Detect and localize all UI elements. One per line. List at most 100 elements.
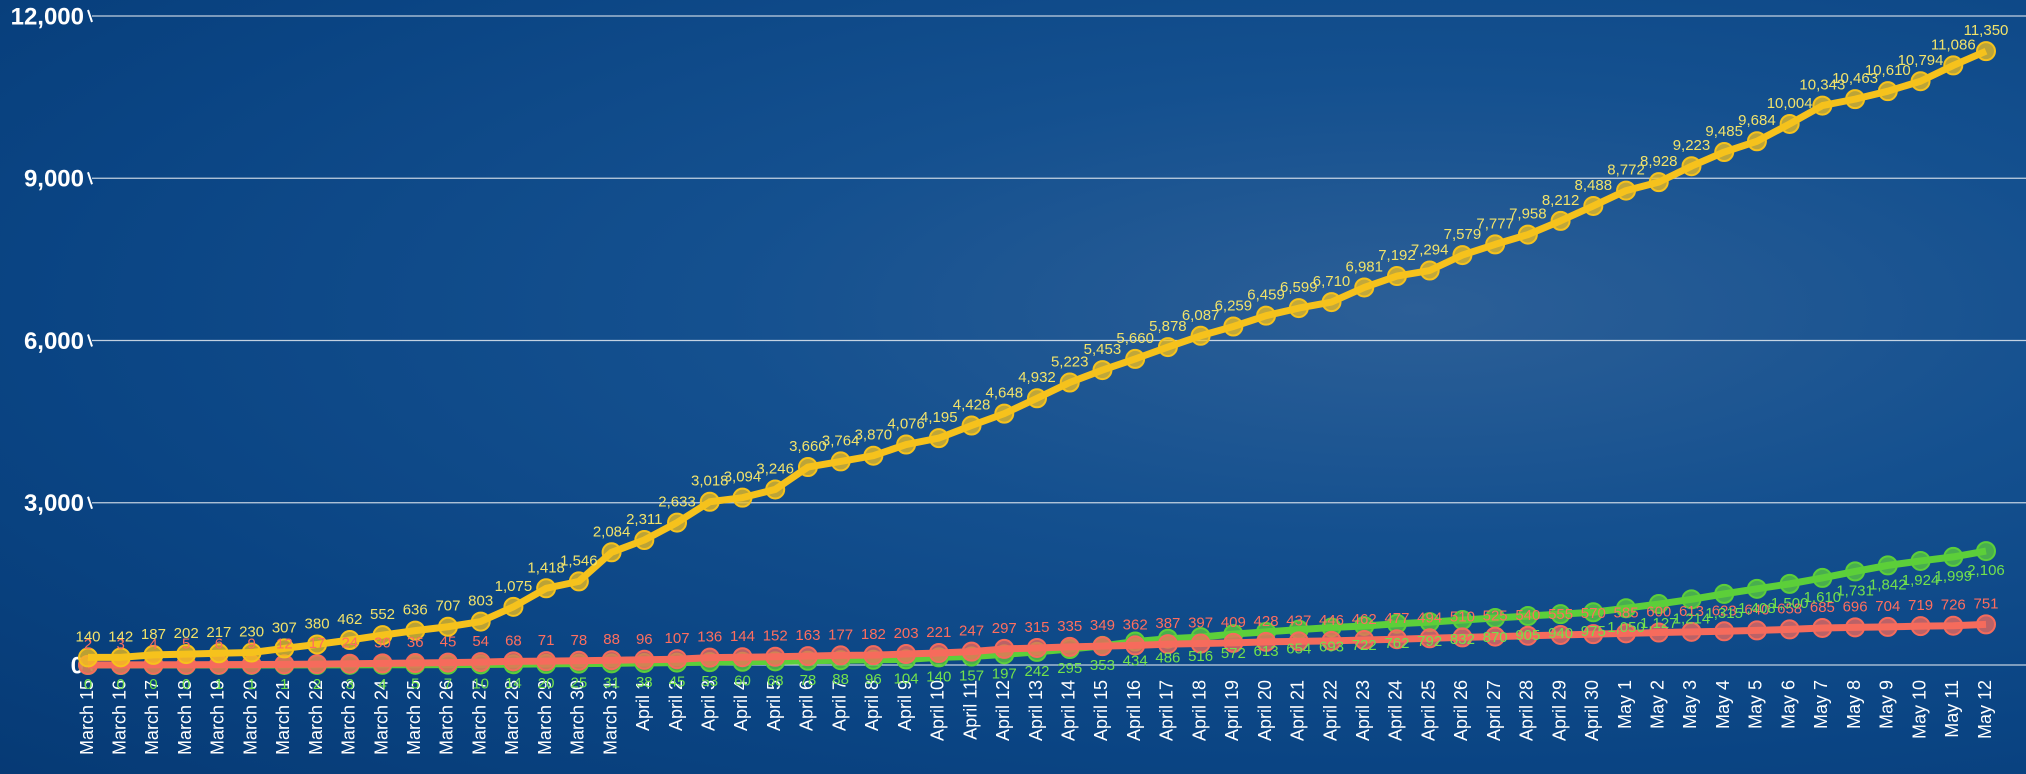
data-point — [1092, 636, 1113, 657]
data-label: 3 — [346, 676, 354, 693]
data-point — [1485, 234, 1506, 255]
data-label: 5 — [411, 676, 419, 693]
data-point — [601, 650, 622, 671]
data-point — [1714, 142, 1735, 163]
x-tick-label: March 30 — [568, 680, 588, 755]
data-label: 197 — [992, 665, 1017, 682]
data-label: 152 — [763, 628, 788, 645]
data-label: 71 — [538, 632, 555, 649]
data-label: 1,214 — [1673, 610, 1711, 627]
x-tick-label: April 12 — [993, 680, 1013, 741]
data-label: 6,259 — [1215, 297, 1253, 314]
data-point — [1976, 541, 1996, 562]
data-label: 870 — [1483, 629, 1508, 646]
data-label: 477 — [1384, 610, 1409, 627]
data-point — [928, 643, 949, 664]
data-label: 5,223 — [1051, 353, 1089, 370]
x-tick-label: April 16 — [1124, 680, 1144, 741]
data-label: 1,127 — [1640, 615, 1678, 632]
data-point — [1681, 156, 1702, 177]
data-label: 803 — [468, 593, 493, 610]
data-label: 905 — [1515, 627, 1540, 644]
data-point — [1321, 292, 1342, 313]
data-label: 45 — [440, 634, 457, 651]
data-label: 9,684 — [1738, 112, 1776, 129]
x-tick-label: April 27 — [1484, 680, 1504, 741]
data-label: 2 — [313, 676, 321, 693]
data-point — [1583, 195, 1604, 216]
x-tick-label: April 13 — [1026, 680, 1046, 741]
data-label: 975 — [1581, 623, 1606, 640]
data-point — [1910, 616, 1931, 637]
x-tick-label: May 7 — [1811, 680, 1831, 729]
data-label: 11,350 — [1964, 22, 2009, 39]
x-tick-label: May 11 — [1942, 680, 1962, 738]
data-label: 5,453 — [1084, 341, 1122, 358]
y-tick-mark — [87, 9, 93, 23]
data-point — [1779, 113, 1800, 134]
data-point — [1812, 95, 1833, 116]
x-tick-label: April 4 — [731, 680, 751, 731]
data-label: 1,050 — [1607, 619, 1645, 636]
data-label: 78 — [800, 672, 817, 689]
data-point — [372, 653, 393, 674]
data-point — [143, 644, 164, 665]
data-point — [1517, 625, 1538, 646]
data-point — [1648, 594, 1669, 615]
data-label: 6,599 — [1280, 279, 1318, 296]
data-point — [536, 651, 557, 672]
data-label: 640 — [1744, 601, 1769, 618]
data-point — [1419, 628, 1440, 649]
x-tick-label: March 19 — [208, 680, 228, 755]
data-label: 8,772 — [1607, 162, 1645, 179]
data-label: 696 — [1843, 598, 1868, 615]
x-tick-label: April 26 — [1451, 680, 1471, 741]
y-tick-label: 6,000 — [24, 328, 84, 355]
data-label: 658 — [1777, 600, 1802, 617]
data-label: 1,731 — [1836, 582, 1874, 599]
data-label: 0 — [84, 676, 92, 693]
data-point — [1812, 567, 1833, 588]
data-point — [1681, 589, 1702, 610]
data-point — [830, 451, 851, 472]
data-point — [1714, 583, 1735, 604]
data-label: 685 — [1810, 599, 1835, 616]
data-point — [1190, 325, 1211, 346]
data-point — [78, 647, 98, 668]
data-point — [437, 652, 458, 673]
data-label: 335 — [1057, 618, 1082, 635]
x-tick-label: April 14 — [1058, 680, 1078, 741]
data-label: 6,710 — [1313, 273, 1351, 290]
x-tick-label: March 17 — [142, 680, 162, 755]
data-point — [699, 491, 720, 512]
data-label: 510 — [1450, 608, 1475, 625]
data-label: 3,094 — [724, 469, 762, 486]
data-point — [1779, 573, 1800, 594]
data-label: 2,311 — [626, 511, 662, 528]
data-label: 7 — [444, 676, 452, 693]
data-label: 3,764 — [822, 432, 860, 449]
data-point — [405, 620, 426, 641]
data-point — [1943, 615, 1964, 636]
data-point — [1877, 555, 1898, 576]
data-point — [1288, 298, 1309, 319]
data-label: 140 — [75, 628, 100, 645]
data-point — [1910, 71, 1931, 92]
data-label: 446 — [1319, 612, 1344, 629]
data-point — [1976, 614, 1996, 635]
data-label: 60 — [734, 673, 751, 690]
x-tick-label: May 8 — [1844, 680, 1864, 729]
data-label: 1 — [247, 676, 255, 693]
data-point — [437, 616, 458, 637]
data-label: 387 — [1155, 615, 1180, 632]
data-point — [1386, 266, 1407, 287]
data-label: 68 — [505, 632, 522, 649]
data-label: 45 — [669, 674, 686, 691]
x-tick-label: April 23 — [1353, 680, 1373, 741]
data-label: 157 — [959, 667, 984, 684]
data-point — [1485, 626, 1506, 647]
data-label: 1,075 — [495, 578, 533, 595]
x-tick-label: April 7 — [829, 680, 849, 731]
data-point — [1845, 561, 1866, 582]
